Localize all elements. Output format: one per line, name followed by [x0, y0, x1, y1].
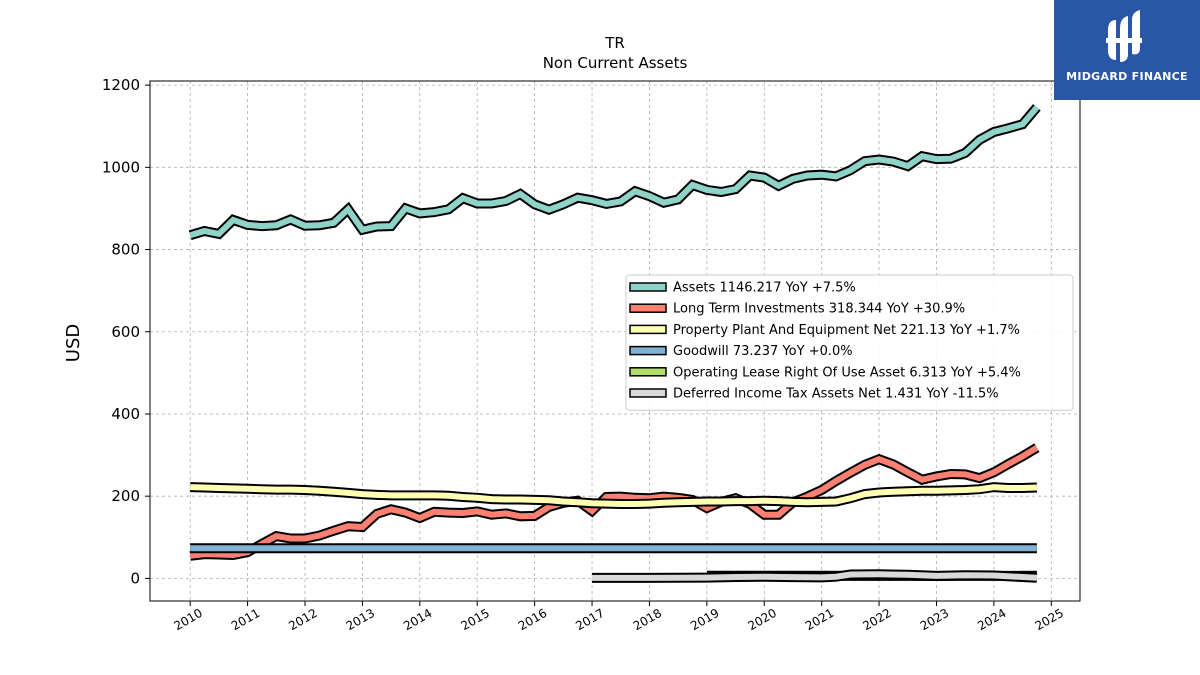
- series-group: [188, 104, 1041, 583]
- x-tick-label: 2012: [286, 606, 319, 633]
- chart-title: TR: [604, 34, 625, 52]
- y-tick-label: 400: [111, 405, 140, 423]
- y-tick-label: 600: [111, 323, 140, 341]
- midgard-logo-icon: [1106, 10, 1142, 62]
- chart-subtitle: Non Current Assets: [543, 54, 688, 72]
- x-tick-label: 2020: [746, 606, 779, 633]
- legend: Assets 1146.217 YoY +7.5% Long Term Inves…: [625, 274, 1074, 411]
- series-line-fill: [189, 105, 1040, 239]
- series-line: [190, 482, 1038, 509]
- legend-entry: Goodwill 73.237 YoY +0.0%: [673, 344, 853, 359]
- x-tick-label: 2017: [573, 606, 606, 633]
- brand-logo: MIDGARD FINANCE: [1054, 0, 1200, 100]
- legend-swatch: [629, 345, 667, 356]
- y-tick-label: 200: [111, 487, 140, 505]
- series-line: [189, 443, 1040, 561]
- x-tick-label: 2019: [688, 606, 721, 633]
- legend-swatch: [629, 367, 667, 377]
- x-tick-label: 2023: [918, 606, 951, 633]
- x-tick-label: 2015: [458, 606, 491, 633]
- legend-entry: Operating Lease Right Of Use Asset 6.313…: [673, 365, 1021, 380]
- legend-entry: Assets 1146.217 YoY +7.5%: [673, 281, 856, 296]
- plot-frame: [149, 80, 1081, 602]
- series-line-fill: [190, 484, 1038, 507]
- legend-swatch: [629, 324, 667, 335]
- y-tick-label: 1000: [102, 158, 140, 176]
- x-tick-label: 2011: [229, 606, 262, 633]
- y-tick-label: 1200: [102, 76, 140, 94]
- y-axis-label: USD: [63, 324, 84, 362]
- brand-name: MIDGARD FINANCE: [1066, 70, 1188, 83]
- legend-entry: Deferred Income Tax Assets Net 1.431 YoY…: [673, 387, 999, 402]
- x-tick-label: 2013: [344, 606, 377, 633]
- legend-entry: Property Plant And Equipment Net 221.13 …: [673, 323, 1020, 338]
- x-tick-label: 2025: [1033, 606, 1066, 633]
- series-line-fill: [189, 445, 1039, 559]
- y-tick-label: 800: [111, 241, 140, 259]
- x-tick-label: 2016: [516, 606, 549, 633]
- series-line: [592, 569, 1038, 583]
- legend-swatch: [629, 303, 667, 313]
- x-tick-label: 2021: [803, 606, 836, 633]
- x-tick-label: 2024: [975, 606, 1008, 633]
- series-line: [188, 104, 1041, 240]
- legend-swatch: [629, 282, 667, 292]
- series-line-outline: [188, 104, 1041, 240]
- x-tick-label: 2018: [631, 606, 664, 633]
- series-line-fill: [592, 571, 1038, 581]
- legend-box: [625, 274, 1074, 411]
- x-tick-label: 2022: [860, 606, 893, 633]
- legend-swatch: [629, 388, 667, 398]
- y-tick-label: 0: [130, 569, 140, 587]
- x-tick-label: 2010: [171, 606, 204, 633]
- legend-entry: Long Term Investments 318.344 YoY +30.9%: [673, 302, 965, 317]
- x-tick-label: 2014: [401, 606, 434, 633]
